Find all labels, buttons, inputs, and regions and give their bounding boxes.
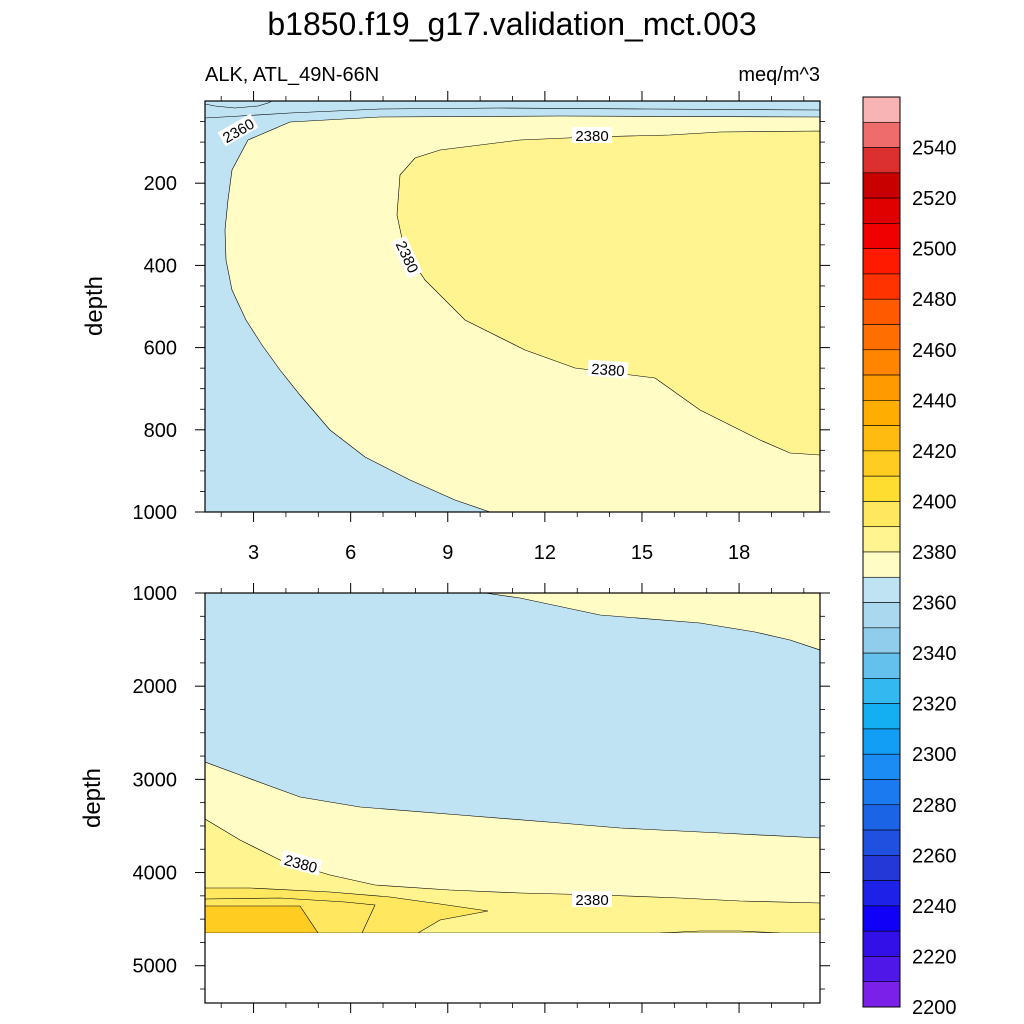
- bottom-contour-deep-east: [659, 930, 781, 934]
- label-2380-top-c: 2380: [591, 361, 625, 380]
- colorbar-box: [862, 298, 901, 325]
- bottom-contour-label-2: 2380: [572, 891, 612, 909]
- bottom-no-data-area: [205, 933, 820, 1003]
- colorbar-box: [862, 526, 901, 553]
- colorbar: [862, 96, 901, 1008]
- colorbar-label: 2360: [912, 593, 957, 615]
- colorbar-box: [862, 121, 901, 148]
- axis-tick-labels: 3 6 9 12 15 18 200 400 600 800 1000 1000 2000 3000 400…: [133, 173, 751, 978]
- colorbar-box: [862, 223, 901, 249]
- colorbar-label: 2540: [912, 138, 957, 160]
- colorbar-label: 2400: [912, 491, 957, 513]
- bottom-contour-2390-inner: [205, 897, 376, 934]
- colorbar-box: [862, 753, 901, 780]
- colorbar-box: [862, 400, 901, 426]
- x-tick-label: 15: [631, 542, 653, 564]
- colorbar-box: [862, 779, 901, 806]
- colorbar-box: [862, 956, 901, 983]
- colorbar-box: [862, 147, 901, 174]
- top-contour-2360: [205, 101, 273, 109]
- y-tick-label: 3000: [133, 769, 178, 791]
- colorbar-label: 2240: [912, 896, 957, 918]
- colorbar-labels: 2540 2520 2500 2480 2460 2440 2420 2400 2380 2360…: [912, 138, 957, 1019]
- colorbar-frame: [862, 96, 901, 1008]
- axis-ticks: [195, 91, 830, 1013]
- colorbar-box: [862, 450, 901, 477]
- x-tick-label: 3: [248, 542, 259, 564]
- bottom-panel-fill: [205, 593, 820, 934]
- colorbar-box: [862, 551, 901, 578]
- top-panel-fill: [205, 101, 820, 512]
- colorbar-label: 2300: [912, 744, 957, 766]
- colorbar-label: 2520: [912, 188, 957, 210]
- colorbar-box: [862, 703, 901, 730]
- top-contour-label-4: 2380: [587, 359, 629, 380]
- colorbar-box: [862, 602, 901, 629]
- top-contour-surface: [205, 107, 820, 119]
- colorbar-box: [862, 855, 901, 881]
- y-tick-label: 1000: [133, 583, 178, 605]
- colorbar-box: [862, 678, 901, 704]
- y-tick-label: 600: [144, 338, 177, 360]
- colorbar-box: [862, 627, 901, 654]
- x-tick-label: 9: [442, 542, 453, 564]
- colorbar-box: [862, 349, 901, 376]
- colorbar-box: [862, 576, 901, 603]
- y-tick-label: 800: [144, 420, 177, 442]
- colorbar-box: [862, 804, 901, 831]
- colorbar-label: 2440: [912, 390, 957, 412]
- y-tick-label: 2000: [133, 676, 178, 698]
- colorbar-box: [862, 930, 901, 957]
- colorbar-label: 2480: [912, 289, 957, 311]
- colorbar-box: [862, 475, 901, 502]
- colorbar-label: 2320: [912, 694, 957, 716]
- colorbar-label: 2460: [912, 340, 957, 362]
- bottom-region-2400: [205, 905, 319, 934]
- label-2380-bottom-b: 2380: [575, 892, 608, 909]
- y-tick-label: 4000: [133, 863, 178, 885]
- colorbar-box: [862, 652, 901, 679]
- colorbar-box: [862, 728, 901, 755]
- y-tick-label: 200: [144, 173, 177, 195]
- y-tick-label: 1000: [133, 502, 178, 524]
- top-contour-label-2: 2380: [572, 127, 612, 145]
- bottom-region-2370-top: [484, 593, 820, 651]
- x-tick-label: 6: [345, 542, 356, 564]
- colorbar-box: [862, 425, 901, 452]
- colorbar-box: [862, 880, 901, 907]
- y-tick-label: 400: [144, 255, 177, 277]
- colorbar-box: [862, 248, 901, 275]
- bottom-ylabel: depth: [79, 768, 106, 828]
- colorbar-box: [862, 905, 901, 932]
- colorbar-box: [862, 374, 901, 401]
- label-2380-top-a: 2380: [575, 128, 608, 145]
- colorbar-box: [862, 981, 901, 1008]
- colorbar-box: [862, 197, 901, 224]
- colorbar-label: 2420: [912, 441, 957, 463]
- colorbar-label: 2500: [912, 239, 957, 261]
- x-tick-label: 18: [728, 542, 750, 564]
- y-tick-label: 5000: [133, 956, 178, 978]
- colorbar-label: 2280: [912, 795, 957, 817]
- top-ylabel: depth: [81, 276, 108, 336]
- variable-region-label: ALK, ATL_49N-66N: [205, 64, 380, 86]
- colorbar-label: 2260: [912, 845, 957, 867]
- colorbar-box: [862, 273, 901, 300]
- colorbar-box: [862, 501, 901, 528]
- units-label: meq/m^3: [738, 64, 820, 86]
- colorbar-label: 2200: [912, 997, 957, 1019]
- colorbar-box: [862, 172, 901, 199]
- colorbar-box: [862, 829, 901, 856]
- colorbar-box: [862, 96, 901, 123]
- colorbar-label: 2380: [912, 542, 957, 564]
- colorbar-label: 2220: [912, 946, 957, 968]
- chart-title: b1850.f19_g17.validation_mct.003: [267, 6, 757, 42]
- x-tick-label: 12: [534, 542, 556, 564]
- colorbar-box: [862, 324, 901, 351]
- colorbar-label: 2340: [912, 643, 957, 665]
